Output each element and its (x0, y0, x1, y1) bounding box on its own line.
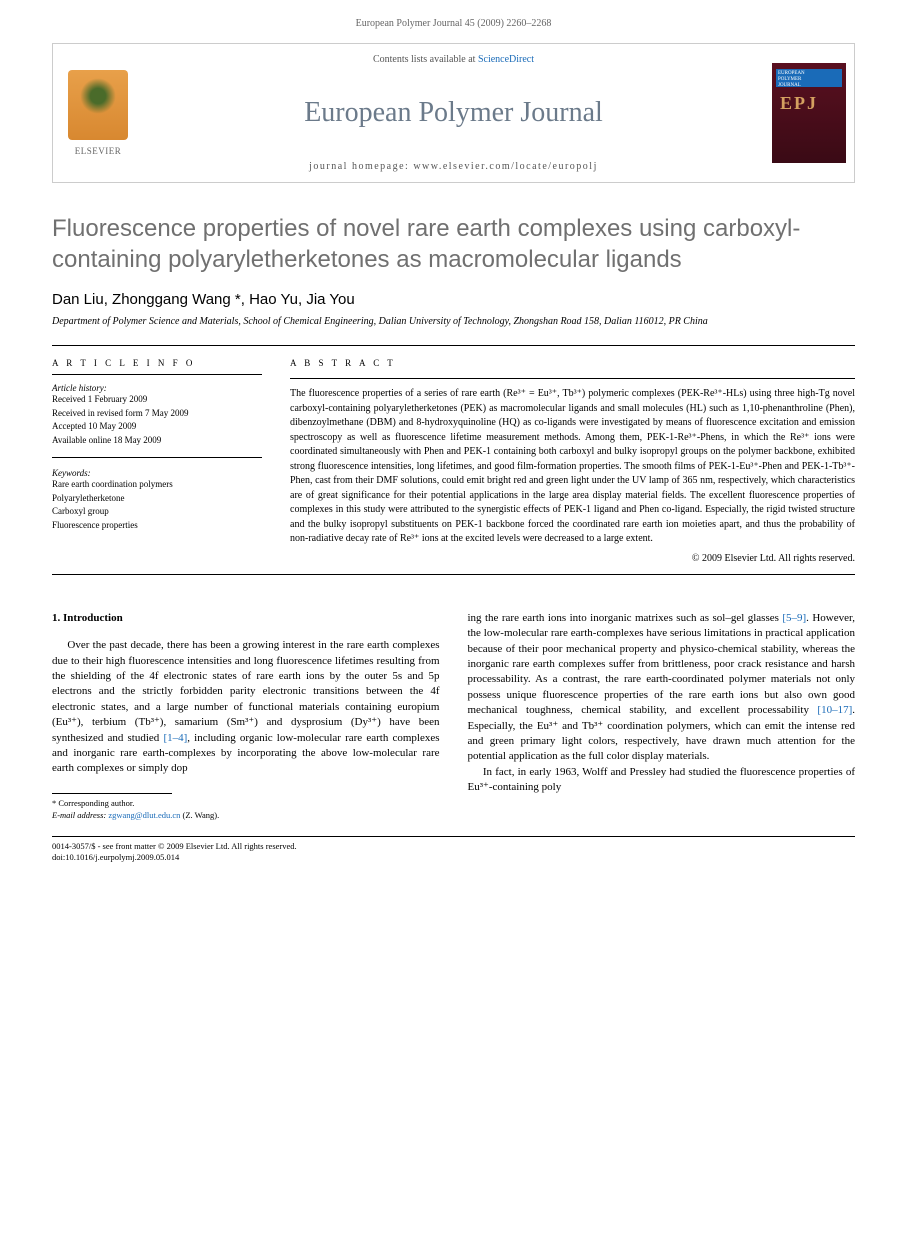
citation-1-4[interactable]: [1–4] (163, 732, 187, 744)
running-head: European Polymer Journal 45 (2009) 2260–… (0, 0, 907, 43)
section-1-heading: 1. Introduction (52, 611, 440, 626)
journal-banner: ELSEVIER Contents lists available at Sci… (52, 43, 855, 183)
article-info-col: A R T I C L E I N F O Article history: R… (52, 358, 262, 564)
history-block: Article history: Received 1 February 200… (52, 383, 262, 458)
history-label: Article history: (52, 383, 262, 393)
online-line: Available online 18 May 2009 (52, 434, 262, 448)
homepage-line: journal homepage: www.elsevier.com/locat… (143, 161, 764, 172)
banner-center: Contents lists available at ScienceDirec… (143, 44, 764, 182)
article-info-heading: A R T I C L E I N F O (52, 358, 262, 368)
contents-prefix: Contents lists available at (373, 54, 478, 65)
kw4: Fluorescence properties (52, 519, 262, 533)
mid-rule (52, 574, 855, 575)
email-link[interactable]: zgwang@dlut.edu.cn (108, 810, 180, 820)
footer-rule (52, 836, 855, 837)
contents-line: Contents lists available at ScienceDirec… (143, 54, 764, 65)
keywords-label: Keywords: (52, 468, 262, 478)
elsevier-tree-icon (68, 70, 128, 140)
info-rule-1 (52, 374, 262, 375)
intro-para-3: In fact, in early 1963, Wolff and Pressl… (468, 765, 856, 796)
body-col-right: ing the rare earth ions into inorganic m… (468, 611, 856, 822)
citation-10-17[interactable]: [10–17] (817, 704, 852, 716)
sciencedirect-link[interactable]: ScienceDirect (478, 54, 534, 65)
cover-epj-logo: EPJ (780, 93, 818, 114)
revised-line: Received in revised form 7 May 2009 (52, 407, 262, 421)
body-col-left: 1. Introduction Over the past decade, th… (52, 611, 440, 822)
footnote-rule (52, 793, 172, 794)
abstract-copyright: © 2009 Elsevier Ltd. All rights reserved… (290, 553, 855, 564)
email-label: E-mail address: (52, 810, 108, 820)
received-line: Received 1 February 2009 (52, 393, 262, 407)
keywords-block: Keywords: Rare earth coordination polyme… (52, 468, 262, 532)
email-tail: (Z. Wang). (180, 810, 219, 820)
kw3: Carboxyl group (52, 505, 262, 519)
kw2: Polyaryletherketone (52, 492, 262, 506)
author-list: Dan Liu, Zhonggang Wang *, Hao Yu, Jia Y… (52, 291, 855, 308)
intro-para-1: Over the past decade, there has been a g… (52, 638, 440, 777)
abstract-heading: A B S T R A C T (290, 358, 855, 368)
homepage-prefix: journal homepage: (309, 161, 413, 172)
cover-top-label: EUROPEAN POLYMER JOURNAL (778, 71, 805, 89)
cover-line2: POLYMER (778, 77, 801, 82)
journal-name: European Polymer Journal (143, 97, 764, 129)
homepage-url[interactable]: www.elsevier.com/locate/europolj (413, 161, 598, 172)
para1a: Over the past decade, there has been a g… (52, 639, 440, 743)
footer-doi: doi:10.1016/j.eurpolymj.2009.05.014 (52, 852, 855, 864)
abstract-col: A B S T R A C T The fluorescence propert… (290, 358, 855, 564)
info-abstract-row: A R T I C L E I N F O Article history: R… (52, 358, 855, 564)
elsevier-logo[interactable]: ELSEVIER (53, 44, 143, 182)
abstract-rule (290, 378, 855, 379)
footer-line-1: 0014-3057/$ - see front matter © 2009 El… (52, 841, 855, 853)
cover-thumbnail[interactable]: EUROPEAN POLYMER JOURNAL EPJ (764, 44, 854, 182)
elsevier-label: ELSEVIER (75, 146, 122, 156)
citation-text: European Polymer Journal 45 (2009) 2260–… (356, 18, 552, 29)
email-footnote: E-mail address: zgwang@dlut.edu.cn (Z. W… (52, 810, 440, 822)
top-rule (52, 345, 855, 346)
footer-block: 0014-3057/$ - see front matter © 2009 El… (52, 836, 855, 865)
para2a: ing the rare earth ions into inorganic m… (468, 612, 783, 624)
accepted-line: Accepted 10 May 2009 (52, 420, 262, 434)
para2b: . However, the low-molecular rare earth-… (468, 612, 856, 716)
cover-line1: EUROPEAN (778, 71, 805, 76)
cover-image: EUROPEAN POLYMER JOURNAL EPJ (772, 63, 846, 163)
corresponding-footnote: * Corresponding author. (52, 798, 440, 810)
intro-para-2: ing the rare earth ions into inorganic m… (468, 611, 856, 765)
cover-line3: JOURNAL (778, 83, 801, 88)
affiliation: Department of Polymer Science and Materi… (52, 316, 855, 327)
citation-5-9[interactable]: [5–9] (782, 612, 806, 624)
article-title: Fluorescence properties of novel rare ea… (52, 213, 855, 275)
kw1: Rare earth coordination polymers (52, 478, 262, 492)
body-columns: 1. Introduction Over the past decade, th… (52, 611, 855, 822)
abstract-text: The fluorescence properties of a series … (290, 387, 855, 547)
